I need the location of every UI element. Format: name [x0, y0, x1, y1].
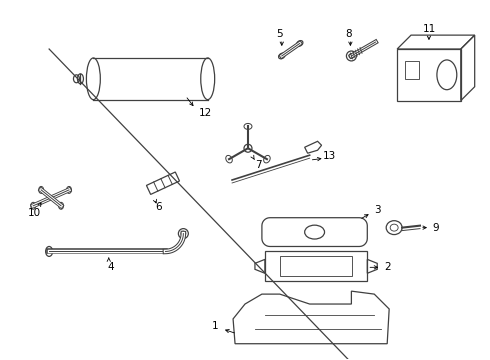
Text: 4: 4	[107, 262, 114, 272]
Text: 12: 12	[198, 108, 212, 117]
Text: 3: 3	[374, 205, 381, 215]
Text: 1: 1	[212, 321, 219, 331]
Text: 11: 11	[422, 24, 436, 34]
Text: 7: 7	[255, 160, 261, 170]
Text: 6: 6	[155, 202, 162, 212]
Text: 10: 10	[27, 208, 41, 218]
Text: 13: 13	[323, 151, 336, 161]
Text: 5: 5	[276, 29, 283, 39]
Text: 9: 9	[433, 222, 439, 233]
Text: 8: 8	[345, 29, 352, 39]
Text: 2: 2	[384, 262, 391, 272]
